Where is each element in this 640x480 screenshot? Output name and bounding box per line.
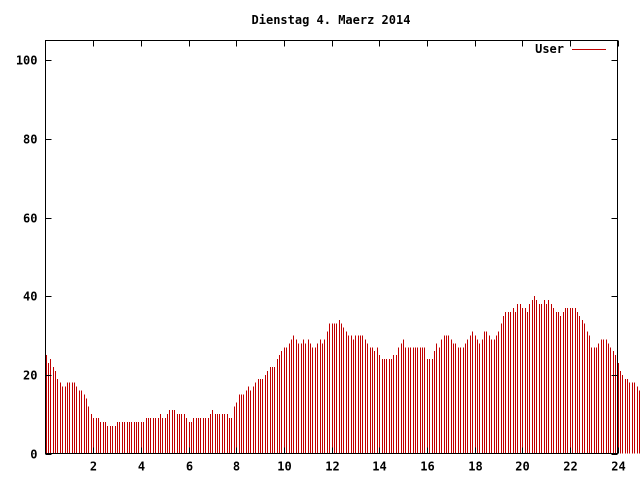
y-tick-label: 0 (30, 448, 37, 462)
x-tick-label: 8 (233, 460, 240, 474)
x-tick-label: 6 (186, 460, 193, 474)
y-tick-label: 80 (23, 133, 37, 147)
x-tick-label: 16 (420, 460, 434, 474)
legend: User (535, 42, 606, 56)
y-tick-label: 20 (23, 369, 37, 383)
x-tick-label: 4 (138, 460, 145, 474)
legend-label-user: User (535, 42, 564, 56)
chart-title: Dienstag 4. Maerz 2014 (252, 13, 411, 27)
x-tick-label: 24 (611, 460, 625, 474)
plot-frame (45, 40, 618, 454)
y-tick-label: 100 (16, 54, 38, 68)
x-tick-label: 12 (325, 460, 339, 474)
x-tick-label: 2 (90, 460, 97, 474)
x-tick-label: 14 (372, 460, 386, 474)
x-tick-label: 20 (515, 460, 529, 474)
x-tick-label: 10 (277, 460, 291, 474)
x-tick-label: 22 (563, 460, 577, 474)
x-tick-label: 18 (468, 460, 482, 474)
y-tick-label: 60 (23, 212, 37, 226)
bars-layer (46, 296, 640, 454)
y-tick-label: 40 (23, 290, 37, 304)
